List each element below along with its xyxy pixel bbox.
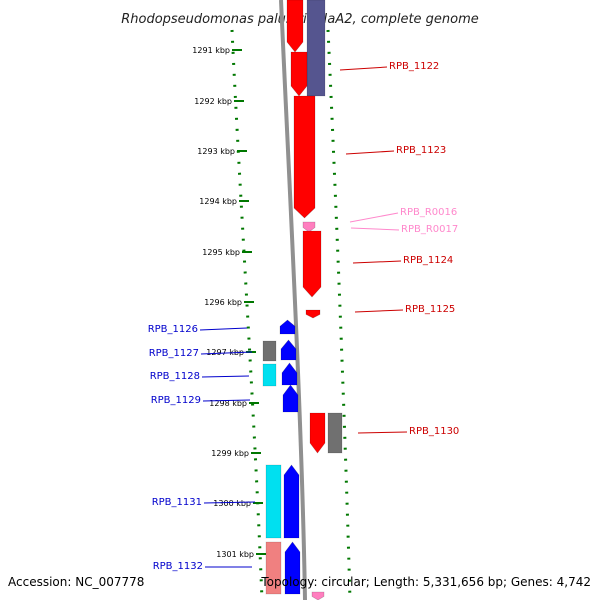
gene-label-leader-line [203,501,256,504]
gene-arrow-forward [305,309,321,319]
gene-arrow-forward [286,0,304,53]
ruler-tick-label: 1291 kbp [192,46,230,55]
cog-block-gray [262,340,277,362]
genome-summary-text: Topology: circular; Length: 5,331,656 bp… [260,575,591,589]
cog-block-purple [306,0,326,97]
gene-label[interactable]: RPB_1125 [405,304,455,315]
rna-arrow [302,221,316,233]
gene-label[interactable]: RPB_1126 [148,324,198,335]
ruler-tick-label: 1295 kbp [202,248,240,257]
gene-label[interactable]: RPB_1128 [150,371,200,382]
ruler: 1291 kbp 1292 kbp 1293 kbp 1294 kbp 1295 kbp… [192,29,352,600]
label-track: RPB_1122 RPB_1123 RPB_R0016 RPB_R0017 RPB_11… [148,61,460,572]
cog-block-gray [327,412,343,454]
gene-arrow-reverse [279,319,296,335]
cog-block-salmon [265,541,282,595]
rna-arrow [311,591,325,600]
gene-label-leader-line [354,309,404,313]
feature-track [262,0,343,600]
gene-label[interactable]: RPB_1129 [151,395,201,406]
cog-block-cyan [265,464,282,539]
gene-label[interactable]: RPB_1127 [149,348,199,359]
gene-label-leader-line [357,431,408,434]
gene-label[interactable]: RPB_1124 [403,255,453,266]
genome-backbone-line [279,0,307,600]
gene-arrow-reverse [280,339,297,361]
gene-arrow-forward [290,51,308,97]
gene-arrow-forward [302,230,322,298]
gene-arrow-reverse [283,464,300,539]
gene-label[interactable]: RPB_1131 [152,497,202,508]
ruler-tick-label: 1300 kbp [213,499,251,508]
ruler-tick-label: 1293 kbp [197,147,235,156]
gene-label-leader-line [202,399,251,402]
gene-label-leader-line [345,150,395,155]
gene-arrow-reverse [282,384,299,413]
gene-label-leader-line [199,327,248,331]
gene-label[interactable]: RPB_1130 [409,426,459,437]
ruler-left-dotted-line [230,29,264,600]
gene-label[interactable]: RPB_R0017 [401,224,458,235]
gene-label[interactable]: RPB_1123 [396,145,446,156]
gene-label-leader-line [352,260,402,264]
accession-text: Accession: NC_007778 [8,575,144,589]
gene-label[interactable]: RPB_1122 [389,61,439,72]
gene-label-leader-line [201,375,250,378]
ruler-tick-label: 1301 kbp [216,550,254,559]
gene-label-leader-line [349,212,399,223]
gene-arrow-reverse [281,362,298,386]
backbone [279,0,307,600]
gene-label[interactable]: RPB_R0016 [400,207,457,218]
ruler-tick-label: 1292 kbp [194,97,232,106]
gene-arrow-reverse [284,541,301,595]
ruler-right-dotted-line [326,29,352,600]
gene-label-leader-line [339,66,388,71]
gene-arrow-forward [309,412,326,454]
ruler-tick-label: 1298 kbp [209,399,247,408]
ruler-tick-label: 1299 kbp [211,449,249,458]
ruler-tick-label: 1297 kbp [206,348,244,357]
gene-label-leader-line [350,227,400,231]
cog-block-cyan [262,363,277,387]
gene-label[interactable]: RPB_1132 [153,561,203,572]
ruler-tick-label: 1294 kbp [199,197,237,206]
gene-label-leader-line [200,351,253,355]
ruler-tick-label: 1296 kbp [204,298,242,307]
gene-arrow-forward [293,95,316,219]
